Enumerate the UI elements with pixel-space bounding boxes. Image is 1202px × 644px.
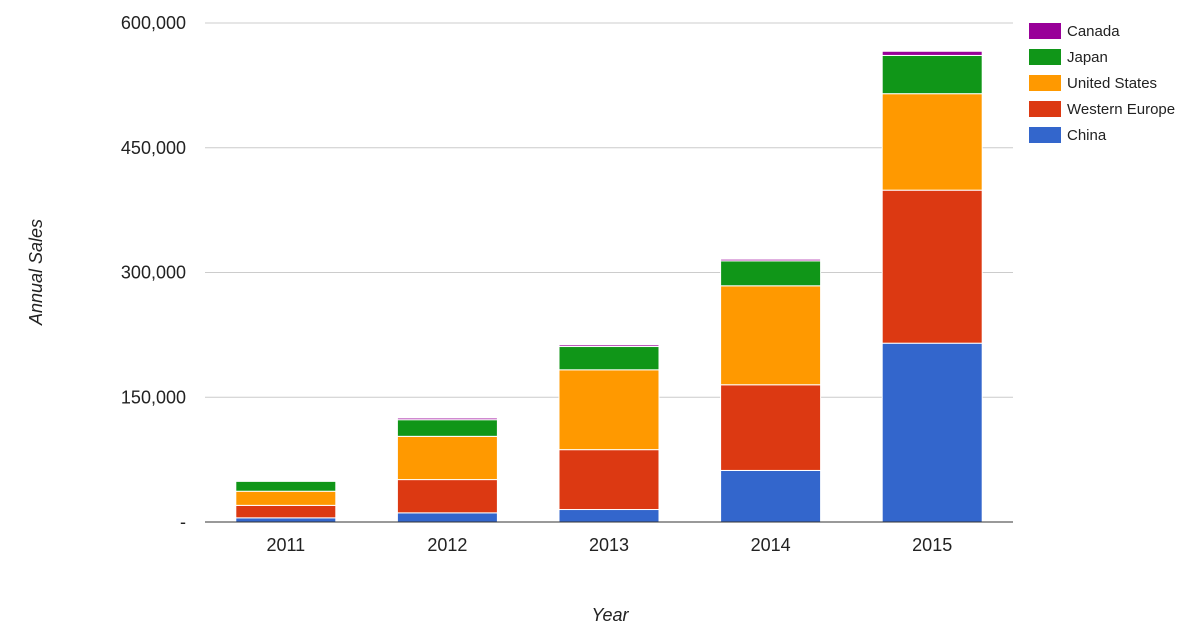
x-axis-title: Year bbox=[591, 605, 629, 625]
x-tick-label: 2012 bbox=[427, 535, 467, 555]
legend-label: Japan bbox=[1067, 49, 1108, 66]
legend-swatch bbox=[1029, 127, 1061, 143]
bar-segment bbox=[396, 417, 498, 421]
bar-segment bbox=[720, 258, 822, 262]
legend-item: China bbox=[1029, 127, 1107, 144]
bar-segment bbox=[720, 285, 822, 386]
bar-segment bbox=[558, 344, 660, 348]
legend-item: Japan bbox=[1029, 49, 1108, 66]
x-tick-label: 2011 bbox=[266, 535, 305, 555]
bar-segment bbox=[881, 50, 983, 56]
legend-item: United States bbox=[1029, 75, 1157, 92]
bar-segment bbox=[235, 517, 337, 523]
legend: Canada Japan United States Western Europe Ch… bbox=[1029, 23, 1175, 144]
legend-swatch bbox=[1029, 75, 1061, 91]
legend-label: United States bbox=[1067, 75, 1157, 92]
bar-segment bbox=[396, 419, 498, 437]
bar-segment bbox=[396, 479, 498, 514]
y-tick-label: 150,000 bbox=[121, 387, 186, 407]
bar-segment bbox=[235, 490, 337, 506]
bar-segment bbox=[720, 260, 822, 287]
legend-swatch bbox=[1029, 49, 1061, 65]
bar-segment bbox=[558, 449, 660, 511]
bar-segment bbox=[558, 509, 660, 523]
x-tick-label: 2015 bbox=[912, 535, 952, 555]
bar-segment bbox=[881, 189, 983, 344]
bars bbox=[235, 50, 983, 523]
bar-segment bbox=[396, 512, 498, 523]
bar-segment bbox=[396, 435, 498, 481]
bar-segment bbox=[881, 342, 983, 523]
bar-segment bbox=[558, 346, 660, 371]
bar-segment bbox=[235, 504, 337, 519]
bar-segment bbox=[720, 384, 822, 471]
legend-swatch bbox=[1029, 101, 1061, 117]
y-axis-ticks: - 150,000 300,000 450,000 600,000 bbox=[121, 13, 186, 532]
bar-segment bbox=[881, 54, 983, 95]
legend-label: China bbox=[1067, 127, 1107, 144]
legend-item: Western Europe bbox=[1029, 101, 1175, 118]
bar-segment bbox=[881, 93, 983, 191]
bar-segment bbox=[235, 480, 337, 492]
y-tick-label: 600,000 bbox=[121, 13, 186, 33]
y-tick-label: 450,000 bbox=[121, 138, 186, 158]
bar-segment bbox=[235, 479, 337, 482]
x-tick-label: 2014 bbox=[751, 535, 791, 555]
bar-segment bbox=[558, 369, 660, 451]
y-tick-label: 300,000 bbox=[121, 263, 186, 283]
y-tick-label: - bbox=[180, 512, 186, 532]
y-axis-title: Annual Sales bbox=[26, 219, 46, 326]
legend-label: Western Europe bbox=[1067, 101, 1175, 118]
x-axis-ticks: 2011 2012 2013 2014 2015 bbox=[266, 535, 952, 555]
x-tick-label: 2013 bbox=[589, 535, 629, 555]
legend-item: Canada bbox=[1029, 23, 1120, 40]
legend-label: Canada bbox=[1067, 23, 1120, 40]
bar-segment bbox=[720, 469, 822, 523]
legend-swatch bbox=[1029, 23, 1061, 39]
